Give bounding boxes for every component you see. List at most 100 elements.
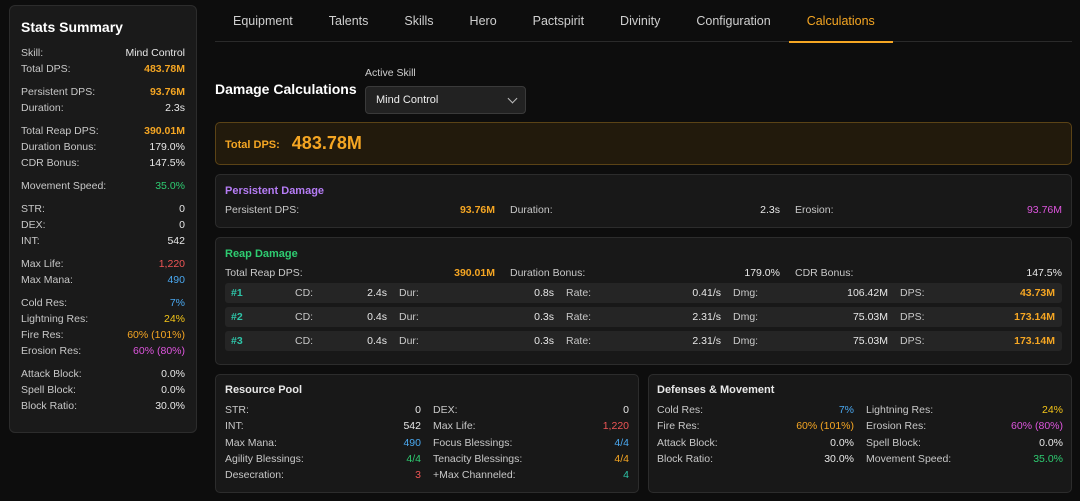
stat-value: 0.0%: [1039, 436, 1063, 449]
chevron-down-icon: [507, 93, 518, 104]
stat-label: Fire Res:: [21, 329, 64, 341]
stat-value: 147.5%: [149, 157, 185, 169]
stat-label: Skill:: [21, 47, 44, 59]
stat-label: Attack Block:: [657, 436, 718, 449]
stat-row: INT: 542: [225, 418, 421, 434]
resource-pool-title: Resource Pool: [225, 384, 303, 396]
stat-row: Total DPS: 483.78M: [21, 61, 185, 77]
stat-value: 4/4: [406, 452, 421, 465]
stat-label: Total Reap DPS:: [21, 125, 99, 137]
stat-value: 2.3s: [165, 102, 185, 114]
stat-row: Focus Blessings: 4/4: [433, 435, 629, 451]
stat-value: 390.01M: [454, 267, 495, 279]
reap-dps-label: DPS:: [900, 335, 925, 347]
total-dps-value: 483.78M: [291, 133, 362, 153]
tab-hero[interactable]: Hero: [469, 14, 497, 28]
stat-value: 35.0%: [1033, 452, 1063, 465]
reap-dur-value: 0.3s: [534, 311, 554, 323]
stat-label: Max Life:: [433, 420, 476, 433]
spacer: [21, 249, 185, 256]
stat-value: 179.0%: [744, 267, 780, 279]
reap-rate: Rate: 2.31/s: [566, 311, 721, 323]
stat-label: Fire Res:: [657, 420, 700, 433]
reap-damage-title: Reap Damage: [225, 248, 298, 260]
defenses-right-column: Lightning Res: 24% Erosion Res: 60% (80%) Sp…: [866, 402, 1063, 467]
stat-value: 0: [179, 219, 185, 231]
reap-dps-value: 173.14M: [1014, 335, 1055, 347]
stat-row: Fire Res: 60% (101%): [657, 418, 854, 434]
stat-row: Duration Bonus: 179.0%: [21, 139, 185, 155]
stat-value: 0: [179, 203, 185, 215]
reap-cd: CD: 0.4s: [295, 311, 387, 323]
stat-label: Block Ratio:: [21, 400, 78, 412]
tab-divinity[interactable]: Divinity: [620, 14, 661, 28]
stat-value: 24%: [163, 313, 185, 325]
stat-value: 490: [167, 274, 185, 286]
stat-value: 4/4: [614, 452, 629, 465]
stat-label: Persistent DPS:: [21, 86, 96, 98]
stat-row: Lightning Res: 24%: [866, 402, 1063, 418]
tab-bar: Equipment Talents Skills Hero Pactspirit Divi…: [215, 0, 1072, 43]
reap-dmg: Dmg: 106.42M: [733, 287, 888, 299]
stat-value: 0: [415, 404, 421, 416]
reap-dur-label: Dur:: [399, 335, 419, 347]
tab-equipment[interactable]: Equipment: [233, 14, 293, 28]
reap-rate: Rate: 2.31/s: [566, 335, 721, 347]
active-skill-label: Active Skill: [365, 67, 416, 79]
stat-value: 35.0%: [155, 180, 185, 192]
spacer: [21, 116, 185, 123]
active-skill-select[interactable]: Mind Control: [365, 86, 526, 114]
stat-row: Attack Block: 0.0%: [21, 366, 185, 382]
reap-dps: DPS: 173.14M: [900, 335, 1055, 347]
stat-row: Tenacity Blessings: 4/4: [433, 451, 629, 467]
stat-row: Duration: 2.3s: [21, 100, 185, 116]
stat-label: Erosion:: [795, 204, 834, 216]
stat-value: 4/4: [614, 436, 629, 449]
reap-dps-value: 43.73M: [1019, 287, 1055, 299]
defenses-movement-title: Defenses & Movement: [657, 384, 775, 396]
tab-calculations[interactable]: Calculations: [788, 0, 893, 43]
reap-dps: DPS: 173.14M: [900, 311, 1055, 323]
stat-label: Movement Speed:: [21, 180, 107, 192]
page-title: Damage Calculations: [215, 81, 357, 97]
persistent-damage-panel: Persistent Damage Persistent DPS: 93.76M D…: [215, 174, 1072, 228]
tab-configuration[interactable]: Configuration: [696, 14, 771, 28]
reap-cd-value: 0.4s: [367, 335, 387, 347]
tab-pactspirit[interactable]: Pactspirit: [532, 14, 585, 28]
stat-value: 30.0%: [824, 452, 854, 465]
reap-dmg-label: Dmg:: [733, 287, 759, 299]
stat-row: CDR Bonus: 147.5%: [21, 155, 185, 171]
stat-cell: Total Reap DPS: 390.01M: [225, 267, 510, 279]
reap-dps-label: DPS:: [900, 287, 925, 299]
spacer: [21, 171, 185, 178]
persistent-damage-stats: Persistent DPS: 93.76M Duration: 2.3s Erosio…: [225, 204, 1062, 216]
stat-row: Erosion Res: 60% (80%): [21, 343, 185, 359]
stat-label: CDR Bonus:: [795, 267, 854, 279]
stats-summary-title: Stats Summary: [21, 19, 123, 35]
tab-skills[interactable]: Skills: [404, 14, 434, 28]
stat-row: Block Ratio: 30.0%: [21, 398, 185, 414]
spacer: [21, 77, 185, 84]
stat-label: Desecration:: [225, 469, 284, 482]
stat-label: Total DPS:: [21, 63, 71, 75]
defenses-movement-panel: Defenses & Movement Cold Res: 7% Fire Res:…: [648, 374, 1072, 493]
stat-cell: CDR Bonus: 147.5%: [795, 267, 1062, 279]
stat-cell: Duration: 2.3s: [510, 204, 795, 216]
spacer: [21, 194, 185, 201]
stat-value: 542: [403, 420, 421, 433]
reap-cd: CD: 2.4s: [295, 287, 387, 299]
reap-dur-label: Dur:: [399, 287, 419, 299]
stat-value: 93.76M: [1026, 204, 1062, 216]
spacer: [21, 288, 185, 295]
stat-label: Lightning Res:: [866, 404, 934, 416]
stat-value: 93.76M: [459, 204, 495, 216]
tab-talents[interactable]: Talents: [328, 14, 369, 28]
stat-label: INT:: [21, 235, 40, 247]
stat-value: 483.78M: [144, 63, 185, 75]
stat-row: Desecration: 3: [225, 467, 421, 483]
reap-dur: Dur: 0.8s: [399, 287, 554, 299]
stat-row: Movement Speed: 35.0%: [866, 451, 1063, 467]
stat-value: 2.3s: [760, 204, 780, 216]
total-dps-banner: Total DPS: 483.78M: [215, 122, 1072, 165]
reap-dur-value: 0.3s: [534, 335, 554, 347]
